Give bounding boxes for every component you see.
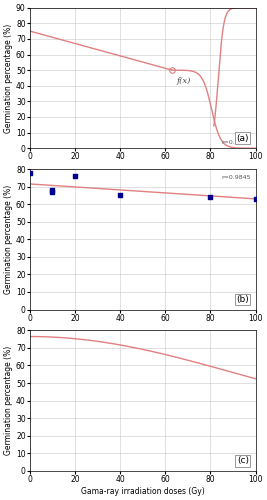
Text: f(x): f(x) — [176, 76, 191, 84]
Point — [28, 168, 32, 176]
Point — [118, 192, 122, 200]
Y-axis label: Germination percentage (%): Germination percentage (%) — [4, 24, 13, 132]
Text: (b): (b) — [236, 295, 249, 304]
Text: (a): (a) — [236, 134, 249, 142]
Point — [208, 193, 213, 201]
Point — [73, 172, 77, 180]
Text: r=0.9845: r=0.9845 — [222, 140, 251, 145]
Point — [50, 186, 54, 194]
Point — [50, 188, 54, 196]
Y-axis label: Germination percentage (%): Germination percentage (%) — [4, 346, 13, 456]
Text: (c): (c) — [237, 456, 249, 466]
X-axis label: Gama-ray irradiation doses (Gy): Gama-ray irradiation doses (Gy) — [81, 487, 205, 496]
Point — [253, 195, 258, 203]
Y-axis label: Germination percentage (%): Germination percentage (%) — [4, 184, 13, 294]
Text: r=0.9845: r=0.9845 — [222, 174, 251, 180]
